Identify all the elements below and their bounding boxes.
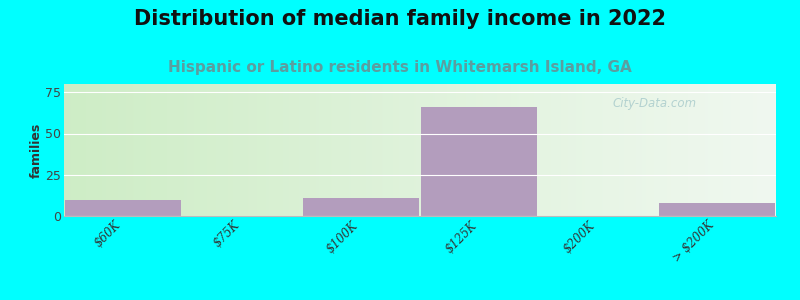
- Text: Hispanic or Latino residents in Whitemarsh Island, GA: Hispanic or Latino residents in Whitemar…: [168, 60, 632, 75]
- Bar: [421, 107, 538, 216]
- Bar: [302, 198, 419, 216]
- Text: Distribution of median family income in 2022: Distribution of median family income in …: [134, 9, 666, 29]
- Bar: [658, 203, 775, 216]
- Bar: [65, 200, 182, 216]
- Text: City-Data.com: City-Data.com: [612, 97, 696, 110]
- Y-axis label: families: families: [30, 122, 42, 178]
